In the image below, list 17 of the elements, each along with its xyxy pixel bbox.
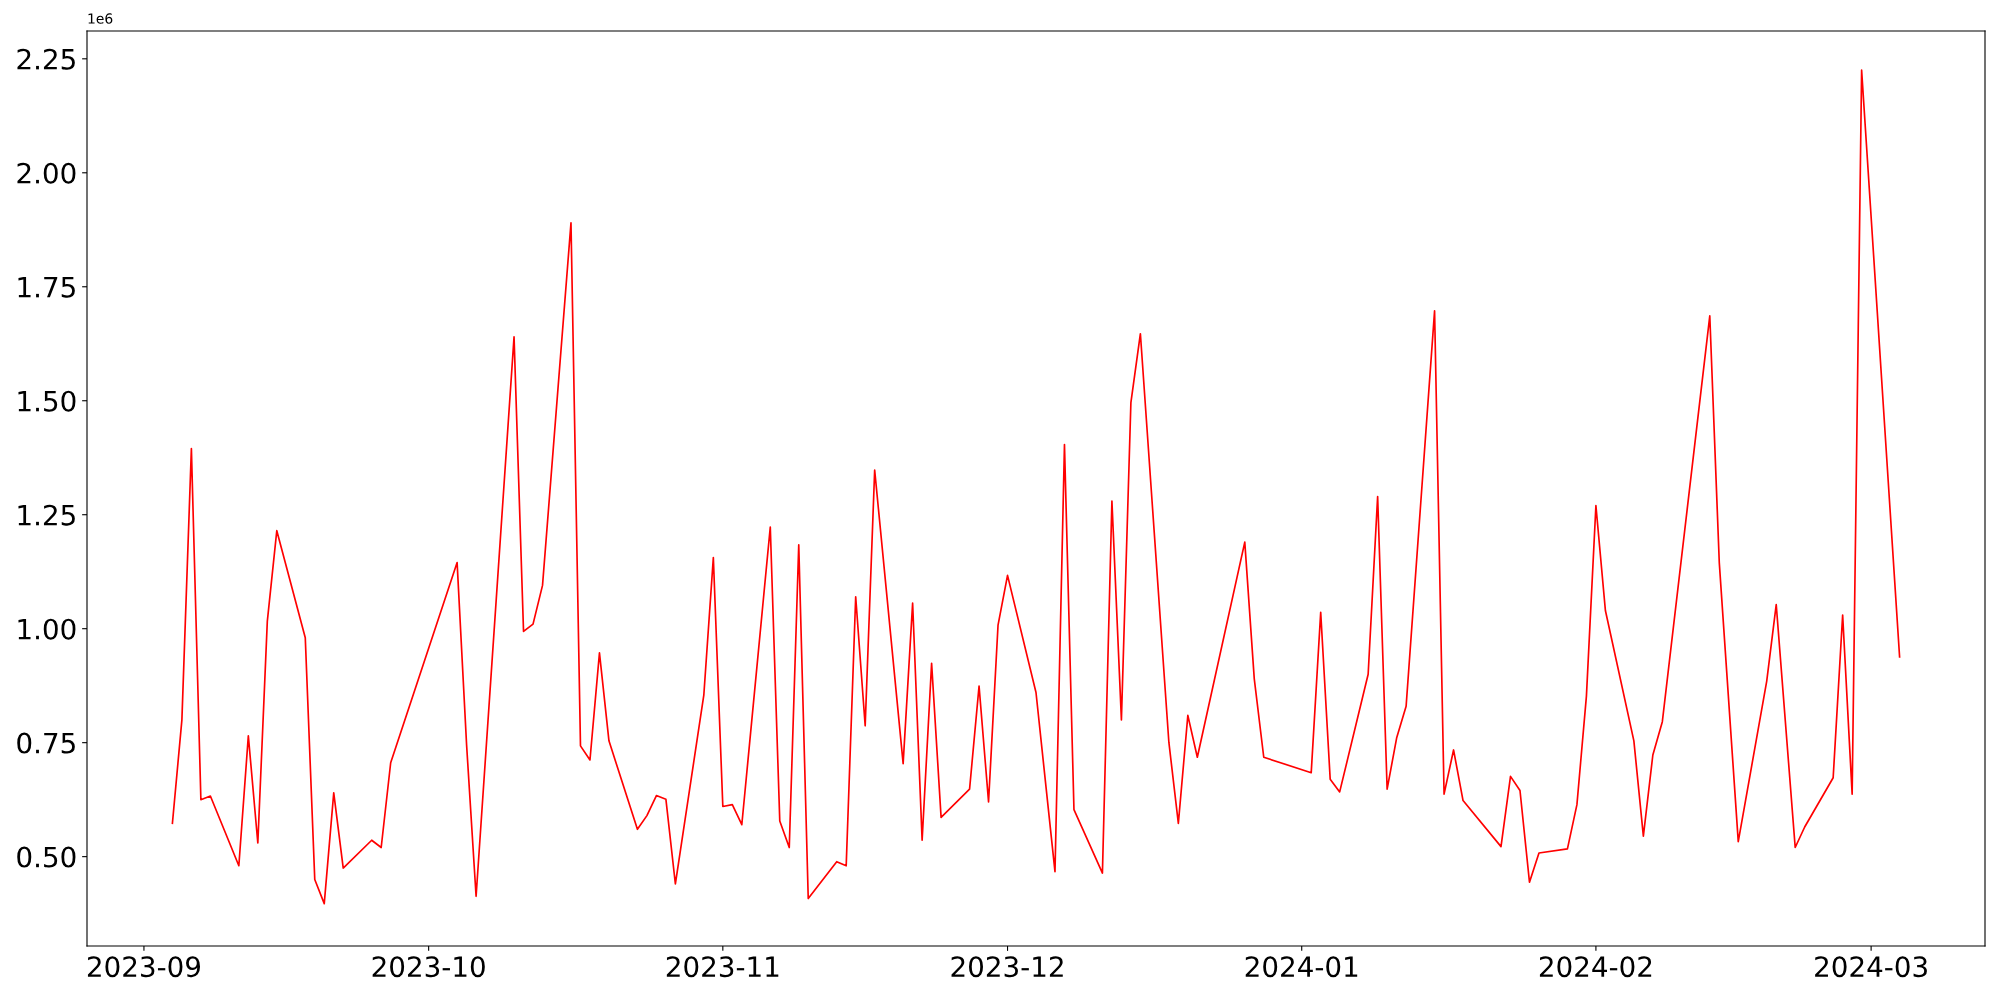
y-tick-label: 2.00 [17,162,76,184]
x-tick-label: 2024-02 [1539,956,1652,978]
y-tick-label: 1.00 [18,618,76,640]
x-tick-label: 2023-10 [372,956,485,978]
y-tick-label: 1.50 [18,390,76,412]
text: 1e6 [88,13,113,24]
y-tick-label: 0.50 [17,846,76,868]
x-tick-label: 2023-12 [951,956,1063,978]
x-tick-label: 2023-11 [666,956,779,978]
y-tick-label: 1.25 [18,504,75,526]
x-tick-label: 2024-01 [1245,956,1358,978]
y-tick-label: 2.25 [17,48,75,70]
y-tick-label: 1.75 [18,277,75,298]
x-tick-label: 2024-03 [1815,956,1927,978]
x-tick-label: 2023-09 [87,956,201,978]
y-tick-label: 0.75 [17,732,75,754]
line-series [171,69,1901,905]
